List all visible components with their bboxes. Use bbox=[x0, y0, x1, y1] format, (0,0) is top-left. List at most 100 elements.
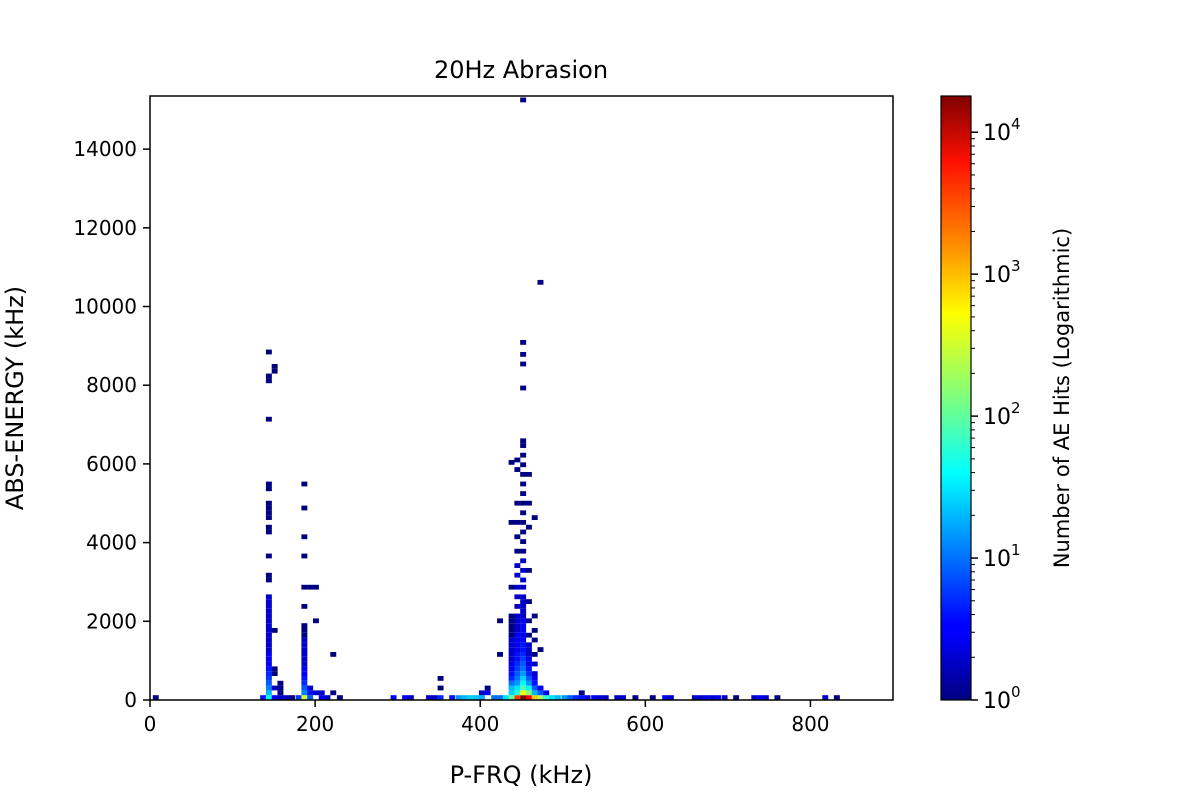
heatmap-cell bbox=[514, 519, 521, 525]
heatmap-cell bbox=[497, 651, 503, 657]
heatmap-cell bbox=[525, 632, 532, 638]
x-tick-label: 800 bbox=[791, 712, 829, 736]
heatmap-cell bbox=[520, 491, 527, 496]
heatmap-cell bbox=[531, 613, 538, 619]
heatmap-cell bbox=[697, 695, 704, 700]
heatmap-cell bbox=[265, 656, 272, 662]
colorbar-label: Number of AE Hits (Logarithmic) bbox=[1050, 228, 1074, 568]
y-tick-label: 4000 bbox=[86, 531, 137, 555]
heatmap-cell bbox=[520, 627, 527, 633]
heatmap-cell bbox=[312, 690, 319, 696]
heatmap-cell bbox=[514, 563, 521, 568]
heatmap-cell bbox=[549, 695, 556, 700]
heatmap-cell bbox=[265, 599, 272, 604]
heatmap-cell bbox=[554, 695, 561, 700]
heatmap-cell bbox=[301, 651, 308, 657]
heatmap-cell bbox=[277, 685, 284, 691]
heatmap-cell bbox=[301, 647, 308, 652]
heatmap-cell bbox=[531, 515, 538, 520]
heatmap-cell bbox=[514, 656, 521, 662]
heatmap-cell bbox=[525, 471, 532, 477]
heatmap-cell bbox=[508, 632, 515, 638]
heatmap-cell bbox=[514, 548, 521, 554]
heatmap-cell bbox=[514, 642, 521, 648]
heatmap-cell bbox=[520, 577, 527, 583]
heatmap-cell bbox=[265, 695, 272, 700]
heatmap-cell bbox=[265, 529, 272, 535]
heatmap-cell bbox=[520, 666, 527, 672]
heatmap-cell bbox=[301, 481, 308, 487]
heatmap-cell bbox=[602, 695, 609, 700]
heatmap-cell bbox=[537, 690, 544, 696]
heatmap-cell bbox=[520, 680, 527, 686]
heatmap-cell bbox=[497, 618, 503, 624]
heatmap-cell bbox=[520, 352, 527, 357]
heatmap-cell bbox=[520, 385, 527, 391]
heatmap-cell bbox=[525, 690, 532, 696]
heatmap-cell bbox=[584, 695, 591, 700]
heatmap-cell bbox=[514, 603, 521, 609]
heatmap-cell bbox=[301, 553, 308, 559]
heatmap-cell bbox=[508, 627, 515, 633]
heatmap-cell bbox=[520, 685, 527, 691]
heatmap-cell bbox=[265, 647, 272, 652]
heatmap-cell bbox=[271, 671, 278, 676]
heatmap-cell bbox=[301, 642, 308, 648]
plot-cells bbox=[152, 97, 840, 700]
heatmap-cell bbox=[649, 695, 656, 700]
heatmap-cell bbox=[520, 452, 527, 458]
heatmap-cell bbox=[301, 676, 308, 681]
heatmap-cell bbox=[265, 690, 272, 696]
heatmap-cell bbox=[318, 690, 325, 696]
heatmap-cell bbox=[520, 613, 527, 619]
heatmap-cell bbox=[301, 661, 308, 667]
heatmap-cell bbox=[520, 618, 527, 624]
colorbar-tick-label: 101 bbox=[983, 541, 1021, 572]
heatmap-cell bbox=[265, 416, 272, 422]
heatmap-cell bbox=[508, 676, 515, 681]
x-axis-label: P-FRQ (kHz) bbox=[450, 761, 593, 789]
heatmap-cell bbox=[520, 438, 527, 444]
heatmap-cell bbox=[514, 690, 521, 696]
y-axis-label: ABS-ENERGY (kHz) bbox=[1, 286, 29, 510]
heatmap-cell bbox=[301, 690, 308, 696]
heatmap-cell bbox=[578, 690, 585, 696]
heatmap-cell bbox=[324, 695, 331, 700]
heatmap-cell bbox=[520, 671, 527, 676]
heatmap-cell bbox=[265, 510, 272, 516]
heatmap-cell bbox=[662, 695, 669, 700]
heatmap-cell bbox=[265, 618, 272, 624]
heatmap-cell bbox=[715, 695, 721, 700]
heatmap-cell bbox=[301, 671, 308, 676]
heatmap-cell bbox=[543, 695, 550, 700]
colorbar-tick-label: 103 bbox=[983, 257, 1021, 288]
heatmap-cell bbox=[525, 695, 532, 700]
heatmap-cell bbox=[508, 459, 515, 465]
heatmap-cell bbox=[691, 695, 698, 700]
heatmap-cell bbox=[520, 632, 527, 638]
heatmap-cell bbox=[277, 695, 284, 700]
heatmap-cell bbox=[260, 695, 267, 700]
heatmap-cell bbox=[265, 676, 272, 681]
heatmap-cell bbox=[520, 443, 527, 448]
x-tick-label: 600 bbox=[626, 712, 664, 736]
heatmap-cell bbox=[478, 695, 485, 700]
heatmap-cell bbox=[525, 661, 532, 667]
heatmap-cell bbox=[614, 695, 621, 700]
heatmap-cell bbox=[520, 567, 527, 573]
heatmap-cell bbox=[514, 661, 521, 667]
heatmap-cell bbox=[301, 680, 308, 686]
heatmap-cell bbox=[461, 695, 468, 700]
heatmap-cell bbox=[265, 505, 272, 511]
heatmap-cell bbox=[520, 558, 527, 564]
heatmap-cell bbox=[289, 695, 295, 700]
heatmap-cell bbox=[473, 695, 480, 700]
heatmap-cell bbox=[271, 685, 278, 691]
heatmap-cell bbox=[531, 627, 538, 633]
heatmap-cell bbox=[525, 524, 532, 530]
heatmap-cell bbox=[561, 695, 568, 700]
heatmap-cell bbox=[525, 651, 532, 657]
heatmap-cell bbox=[467, 695, 474, 700]
heatmap-cell bbox=[265, 632, 272, 638]
heatmap-cell bbox=[514, 637, 521, 643]
